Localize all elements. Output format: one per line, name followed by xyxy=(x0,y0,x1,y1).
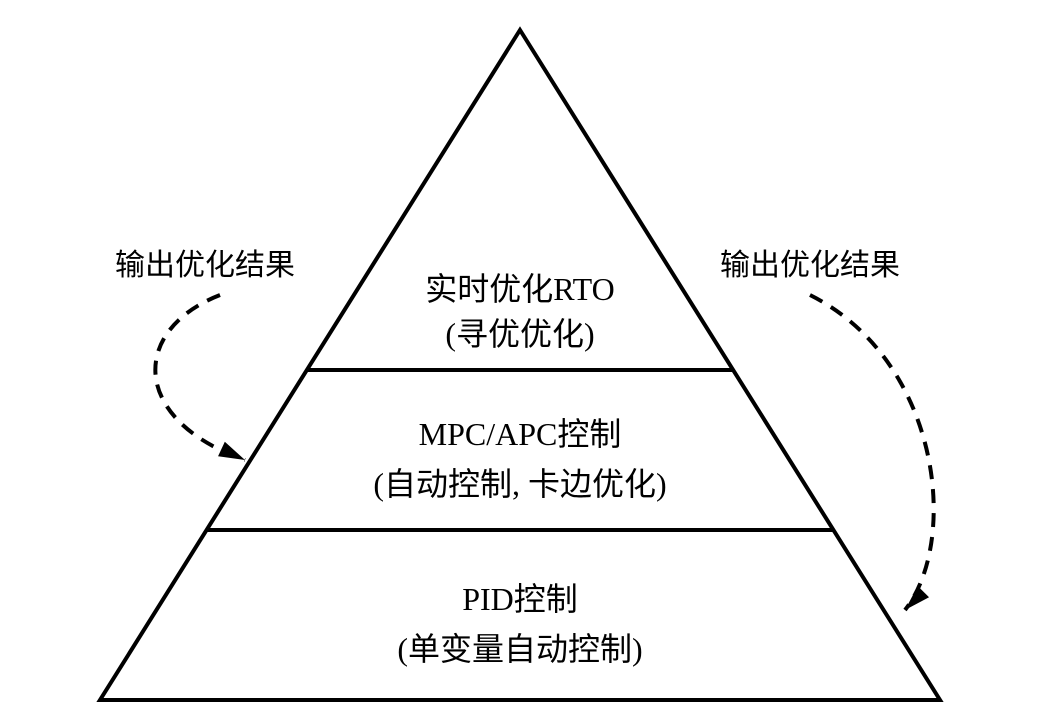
left-arrow xyxy=(155,295,245,460)
tier-middle-subtitle: (自动控制, 卡边优化) xyxy=(373,466,666,502)
left-arrow-label: 输出优化结果 xyxy=(115,249,295,282)
right-arrow-head xyxy=(905,586,929,610)
left-arrow-head xyxy=(218,442,245,460)
right-arrow xyxy=(810,295,934,610)
tier-top-title: 实时优化RTO xyxy=(425,271,615,307)
tier-middle-title: MPC/APC控制 xyxy=(419,416,622,452)
tier-top-subtitle: (寻优优化) xyxy=(445,316,594,352)
tier-bottom-title: PID控制 xyxy=(462,581,578,617)
pyramid-diagram: 实时优化RTO (寻优优化) MPC/APC控制 (自动控制, 卡边优化) PI… xyxy=(0,0,1040,720)
right-arrow-label: 输出优化结果 xyxy=(720,249,900,282)
tier-bottom-subtitle: (单变量自动控制) xyxy=(397,631,642,667)
